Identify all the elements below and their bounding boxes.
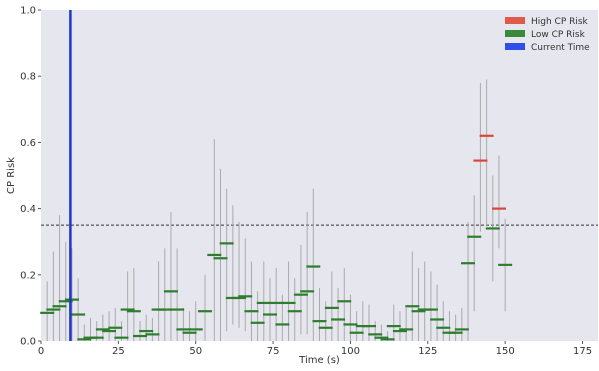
x-tick-label: 150	[496, 346, 515, 357]
y-tick-label: 0.0	[20, 337, 36, 348]
legend-label-high: High CP Risk	[531, 17, 589, 27]
y-axis-label: CP Risk	[6, 157, 17, 194]
x-tick-label: 25	[112, 346, 125, 357]
x-tick-label: 125	[418, 346, 437, 357]
x-tick-label: 175	[573, 346, 592, 357]
legend-label-low: Low CP Risk	[531, 30, 586, 40]
whisker-layer	[46, 79, 506, 341]
y-tick-label: 0.6	[20, 138, 36, 149]
y-tick-label: 1.0	[20, 6, 36, 17]
y-tick-label: 0.8	[20, 72, 36, 83]
x-tick-label: 0	[38, 346, 44, 357]
y-tick-label: 0.4	[20, 204, 36, 215]
legend-label-current-time: Current Time	[531, 43, 590, 53]
x-axis-label: Time (s)	[298, 355, 340, 366]
marker-layer	[40, 10, 513, 341]
x-tick-label: 75	[267, 346, 280, 357]
legend-swatch-current-time	[505, 43, 525, 50]
y-tick-label: 0.2	[20, 270, 36, 281]
x-tick-label: 100	[341, 346, 360, 357]
axes-layer: 0 25 50 75 100 125 150 175 0.0 0.2 0.4 0.6 0.8 1.0	[20, 6, 592, 358]
x-tick-label: 50	[189, 346, 202, 357]
legend: High CP Risk Low CP Risk Current Time	[505, 17, 590, 53]
legend-swatch-high	[505, 17, 525, 24]
legend-swatch-low	[505, 30, 525, 37]
